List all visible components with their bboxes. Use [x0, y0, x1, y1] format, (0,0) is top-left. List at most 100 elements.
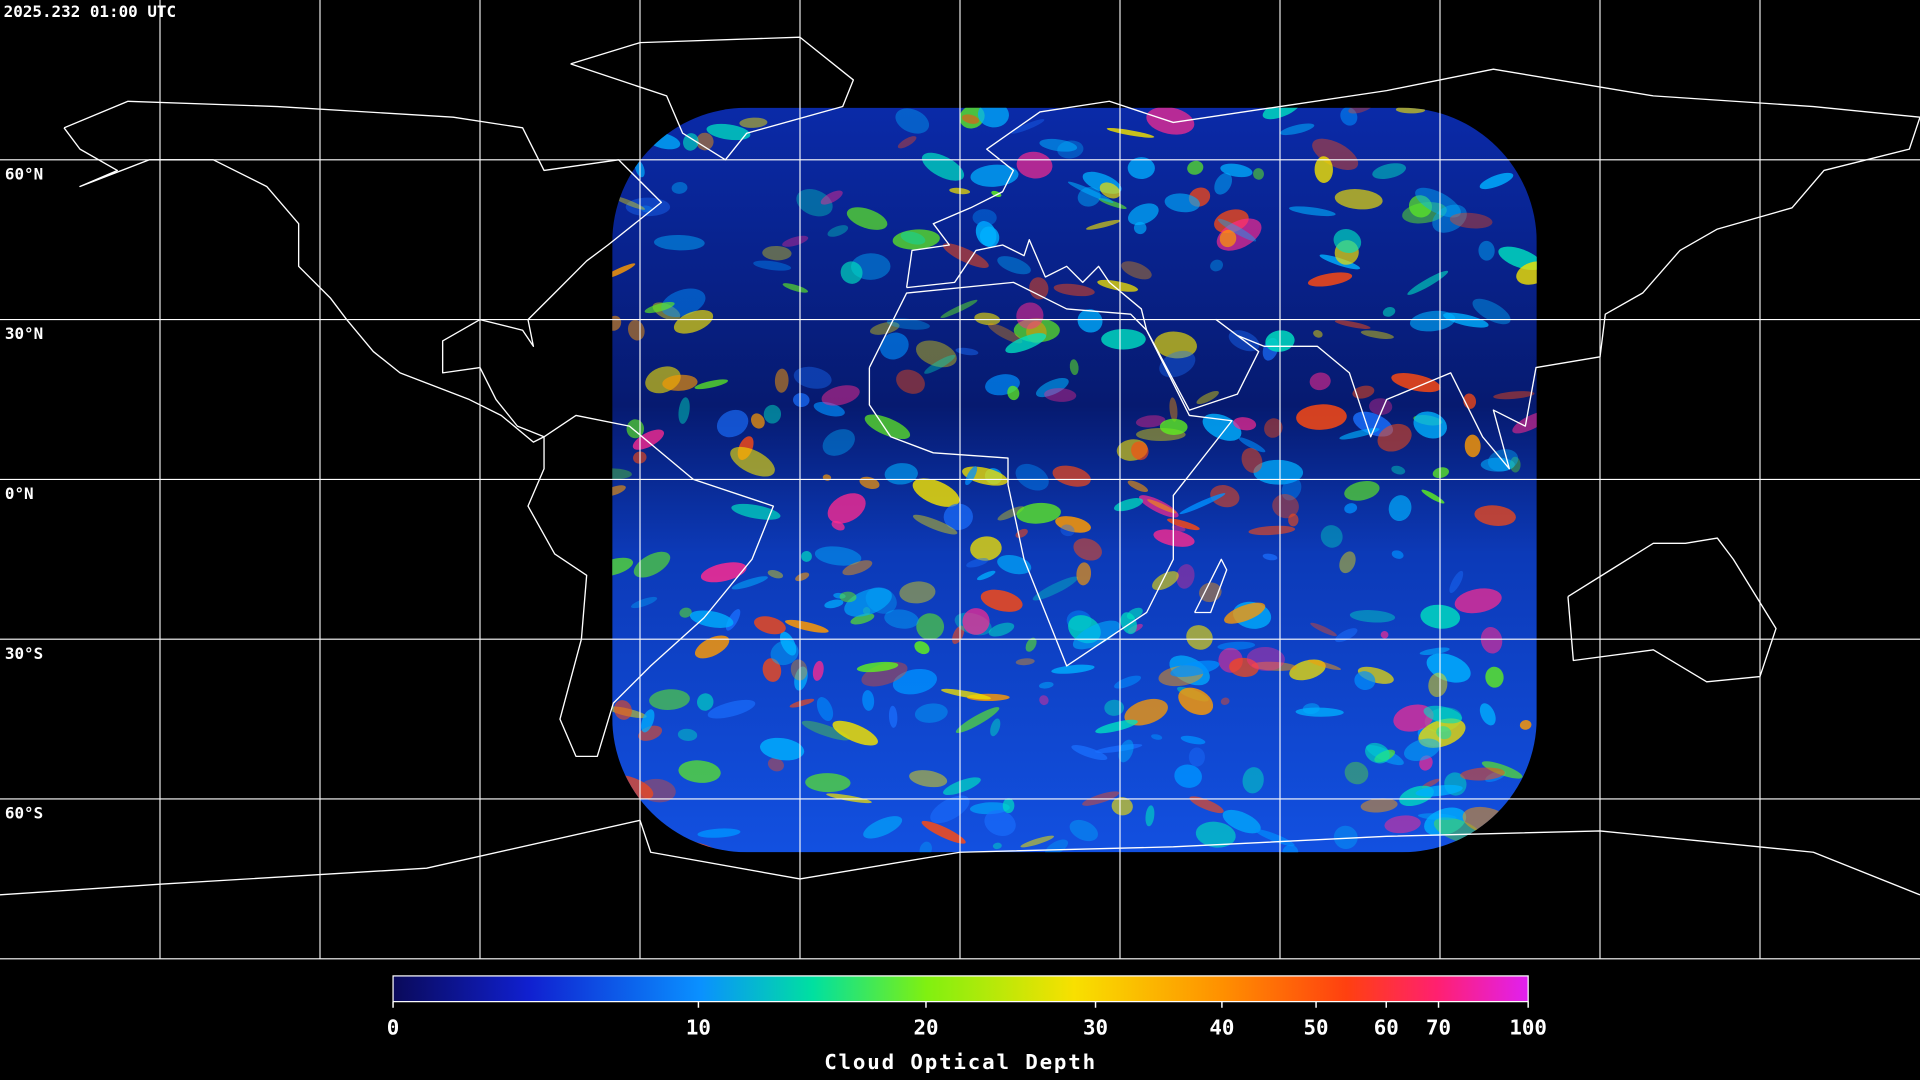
cloud-patch: [1069, 359, 1079, 376]
cloud-patch: [794, 666, 808, 691]
cloud-patch: [644, 301, 675, 314]
latitude-label: 60°N: [5, 164, 43, 183]
cloud-patch: [1449, 570, 1464, 594]
cloud-patch: [1312, 138, 1359, 171]
cloud-patch: [1179, 493, 1226, 515]
cloud-patch: [1449, 212, 1493, 229]
cloud-patch: [613, 196, 645, 210]
cloud-patch: [1174, 764, 1202, 788]
cloud-patch: [1016, 302, 1044, 329]
cloud-patch: [1391, 550, 1404, 559]
colorbar-tick-label: 0: [387, 1016, 400, 1040]
cloud-patch: [678, 760, 721, 783]
colorbar-tick-label: 30: [1083, 1016, 1108, 1040]
satellite-imagery: [612, 107, 1537, 853]
cloud-patch: [886, 318, 930, 330]
cloud-patch: [1045, 839, 1069, 853]
cloud-patch: [997, 555, 1032, 575]
cloud-patch: [1516, 261, 1537, 285]
cloud-patch: [1217, 641, 1256, 651]
cloud-patch: [1479, 172, 1514, 190]
coastline: [570, 36, 855, 161]
cloud-patch: [1310, 622, 1337, 637]
cloud-patch: [990, 718, 1001, 737]
cloud-patch: [826, 793, 872, 804]
cloud-patch: [706, 123, 751, 141]
cloud-patch: [1038, 681, 1054, 689]
cloud-patch: [1219, 229, 1237, 248]
cloud-patch: [641, 709, 655, 733]
cloud-patch: [1280, 123, 1315, 136]
cloud-patch: [789, 698, 815, 708]
cloud-patch: [1217, 218, 1257, 242]
latitude-label: 0°N: [5, 484, 34, 503]
cloud-patch: [1357, 666, 1394, 684]
cloud-patch: [1106, 127, 1155, 138]
colorbar-tick-label: 40: [1209, 1016, 1234, 1040]
cloud-patch: [774, 368, 789, 393]
cloud-patch: [1020, 835, 1055, 848]
cloud-patch: [795, 572, 810, 582]
cloud-patch: [683, 133, 699, 151]
cloud-patch: [1407, 270, 1449, 295]
cloud-patch: [1118, 739, 1134, 763]
cloud-patch: [850, 613, 875, 625]
cloud-patch: [640, 205, 653, 213]
cloud-patch: [1262, 107, 1301, 120]
colorbar-label: Cloud Optical Depth: [824, 1050, 1097, 1074]
cloud-patch: [1354, 671, 1376, 691]
cloud-patch: [1015, 658, 1035, 666]
cloud-patch: [649, 689, 690, 710]
cloud-patch: [1384, 815, 1421, 834]
cloud-patch: [1097, 279, 1139, 292]
cloud-patch: [970, 164, 1019, 187]
cloud-patch: [888, 705, 898, 728]
cloud-patch: [912, 478, 960, 507]
cloud-patch: [1380, 631, 1389, 639]
cloud-patch: [1391, 373, 1441, 393]
cloud-patch: [1417, 813, 1457, 820]
cloud-patch: [654, 234, 705, 251]
cloud-patch: [1094, 743, 1143, 754]
cloud-patch: [1101, 328, 1146, 350]
cloud-patch: [1029, 277, 1049, 300]
cloud-patch: [1187, 160, 1204, 175]
cloud-patch: [1222, 809, 1261, 834]
cloud-patch: [976, 570, 996, 581]
cloud-patch: [1333, 229, 1362, 254]
cloud-patch: [914, 641, 930, 655]
cloud-patch: [1479, 703, 1496, 726]
cloud-patch: [846, 207, 888, 230]
cloud-patch: [1044, 388, 1077, 402]
cloud-patch: [1382, 307, 1396, 317]
cloud-patch: [1402, 202, 1447, 224]
cloud-patch: [782, 235, 809, 247]
cloud-patch: [892, 229, 940, 250]
cloud-patch: [865, 587, 897, 614]
cloud-patch: [1071, 745, 1108, 761]
cloud-patch: [992, 842, 1002, 850]
cloud-patch: [895, 108, 930, 134]
cloud-patch: [612, 468, 632, 480]
cloud-patch: [1220, 163, 1253, 178]
cloud-patch: [824, 599, 844, 609]
cloud-patch: [1039, 695, 1049, 706]
cloud-patch: [1480, 457, 1515, 472]
cloud-patch: [864, 414, 911, 440]
cloud-patch: [921, 820, 966, 844]
cloud-patch: [822, 429, 855, 456]
cloud-patch: [1111, 797, 1133, 816]
cloud-patch: [1349, 610, 1396, 623]
cloud-patch: [1314, 156, 1333, 183]
cloud-patch: [1154, 331, 1198, 359]
cloud-patch: [1114, 498, 1144, 512]
cloud-patch: [988, 622, 1015, 637]
cloud-patch: [1474, 505, 1516, 526]
cloud-patch: [1039, 138, 1078, 152]
cloud-patch: [1419, 647, 1450, 656]
cloud-patch: [1485, 666, 1504, 688]
cloud-patch: [1135, 415, 1166, 428]
colorbar: [392, 975, 1529, 1003]
cloud-patch: [813, 401, 845, 417]
